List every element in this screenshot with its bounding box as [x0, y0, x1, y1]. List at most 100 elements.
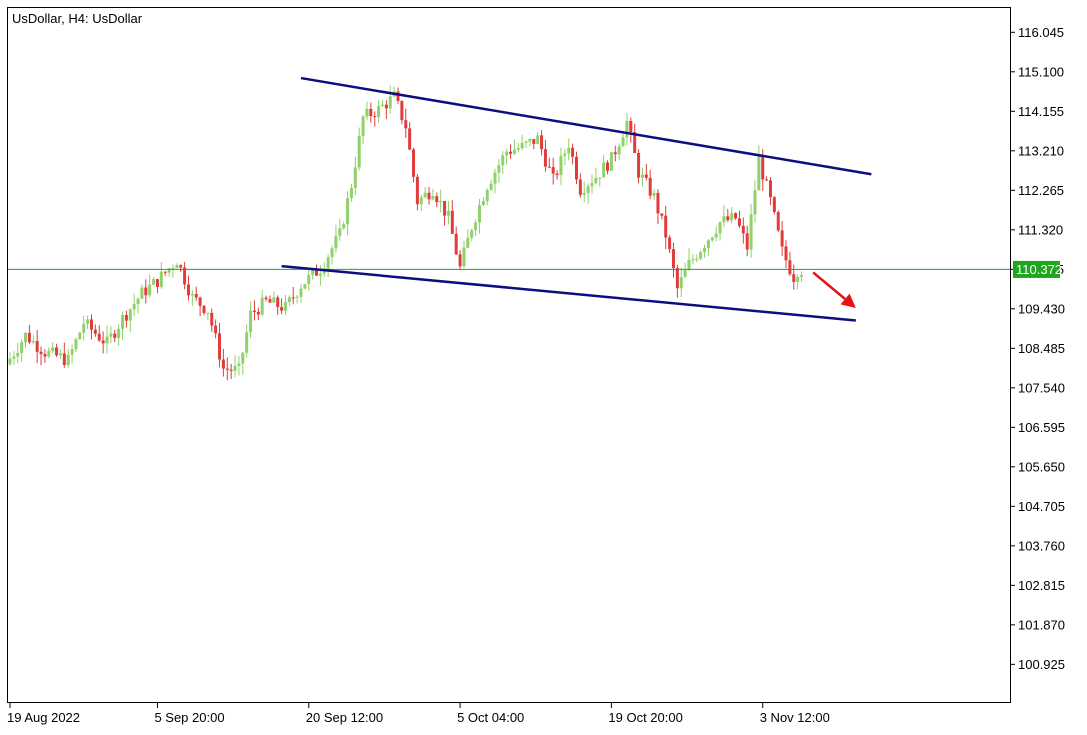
candle-body [237, 363, 241, 366]
candle-body [547, 166, 551, 168]
candle-body [97, 333, 101, 341]
candle-body [571, 147, 575, 157]
x-tick-label: 5 Sep 20:00 [154, 710, 224, 725]
candle-body [346, 198, 350, 225]
candle-body [369, 108, 373, 116]
candle-body [493, 172, 497, 184]
candle-body [501, 155, 505, 166]
candle-body [458, 254, 462, 267]
candle-body [606, 162, 610, 171]
candle-body [404, 120, 408, 129]
candle-body [86, 319, 90, 324]
candle-body [629, 121, 633, 133]
candle-body [249, 310, 253, 333]
candle-body [567, 147, 571, 154]
candle-body [58, 353, 62, 356]
y-tick-label: 115.100 [1018, 64, 1064, 79]
candle-body [66, 354, 70, 365]
candle-body [481, 201, 485, 206]
candle-body [419, 197, 423, 205]
candle-body [532, 139, 536, 144]
candle-body [47, 350, 51, 357]
x-tick-label: 5 Oct 04:00 [457, 710, 524, 725]
candle-body [617, 146, 621, 155]
candle-body [62, 353, 66, 365]
candle-body [245, 332, 249, 353]
candle-body [753, 190, 757, 215]
y-tick-label: 100.925 [1018, 657, 1065, 672]
candle-body [528, 139, 532, 142]
candle-body [361, 116, 365, 136]
candle-body [664, 215, 668, 238]
candle-body [505, 151, 509, 156]
candle-body [16, 353, 20, 357]
candle-body [179, 265, 183, 268]
candle-body [675, 268, 679, 289]
candle-body [365, 108, 369, 117]
candle-body [20, 342, 24, 354]
candle-body [140, 287, 144, 299]
candle-body [563, 153, 567, 156]
candle-body [749, 214, 753, 250]
candle-body [202, 305, 206, 314]
candle-body [291, 297, 295, 299]
candle-body [788, 260, 792, 275]
candle-body [757, 156, 761, 191]
candle-body [489, 183, 493, 190]
candle-body [543, 149, 547, 167]
candle-body [625, 121, 629, 138]
candle-body [388, 96, 392, 109]
down-arrow-annotation[interactable] [812, 271, 856, 308]
x-axis-ticks: 19 Aug 2022 5 Sep 20:00 20 Sep 12:00 5 Oct … [7, 703, 830, 725]
candle-body [477, 205, 481, 223]
candle-body [648, 177, 652, 196]
candle-body [509, 151, 513, 154]
candle-body [299, 288, 303, 297]
candle-body [74, 339, 78, 350]
candle-body [101, 340, 105, 344]
candle-body [128, 309, 132, 321]
candle-body [594, 177, 598, 184]
candle-body [380, 104, 384, 106]
candle-body [373, 115, 377, 118]
candle-body [167, 268, 171, 273]
y-tick-label: 107.540 [1018, 380, 1065, 395]
candle-body [260, 297, 264, 315]
y-tick-label: 113.210 [1018, 143, 1064, 158]
y-tick-label: 106.595 [1018, 420, 1065, 435]
candle-body [93, 329, 97, 334]
y-axis-ticks: 116.045 115.100 114.155 113.210 112.265 111.3… [1010, 25, 1065, 672]
candle-body [470, 230, 474, 238]
y-tick-label: 102.815 [1018, 578, 1065, 593]
candle-body [136, 298, 140, 305]
upper-channel-trendline[interactable] [300, 76, 872, 176]
candle-body [497, 165, 501, 173]
candle-body [342, 224, 346, 229]
candle-body [152, 279, 156, 285]
candle-body [540, 135, 544, 150]
candle-body [132, 304, 136, 310]
candle-body [668, 237, 672, 250]
candle-body [792, 274, 796, 282]
candle-body [241, 352, 245, 364]
candle-body [439, 200, 443, 203]
candle-body [687, 259, 691, 270]
candle-body [117, 328, 121, 338]
candle-body [714, 233, 718, 238]
candle-body [699, 252, 703, 259]
y-tick-label: 109.430 [1018, 301, 1065, 316]
x-tick-label: 19 Aug 2022 [7, 710, 80, 725]
candle-body [330, 248, 334, 258]
candle-body [679, 277, 683, 289]
candle-body [734, 213, 738, 219]
y-tick-label: 103.760 [1018, 538, 1065, 553]
candle-body [710, 237, 714, 241]
candle-body [377, 105, 381, 118]
candle-body [113, 333, 117, 338]
candle-body [276, 297, 280, 308]
lower-channel-trendline[interactable] [281, 264, 856, 322]
candle-body [144, 287, 148, 296]
candle-body [737, 218, 741, 226]
candle-body [412, 149, 416, 177]
